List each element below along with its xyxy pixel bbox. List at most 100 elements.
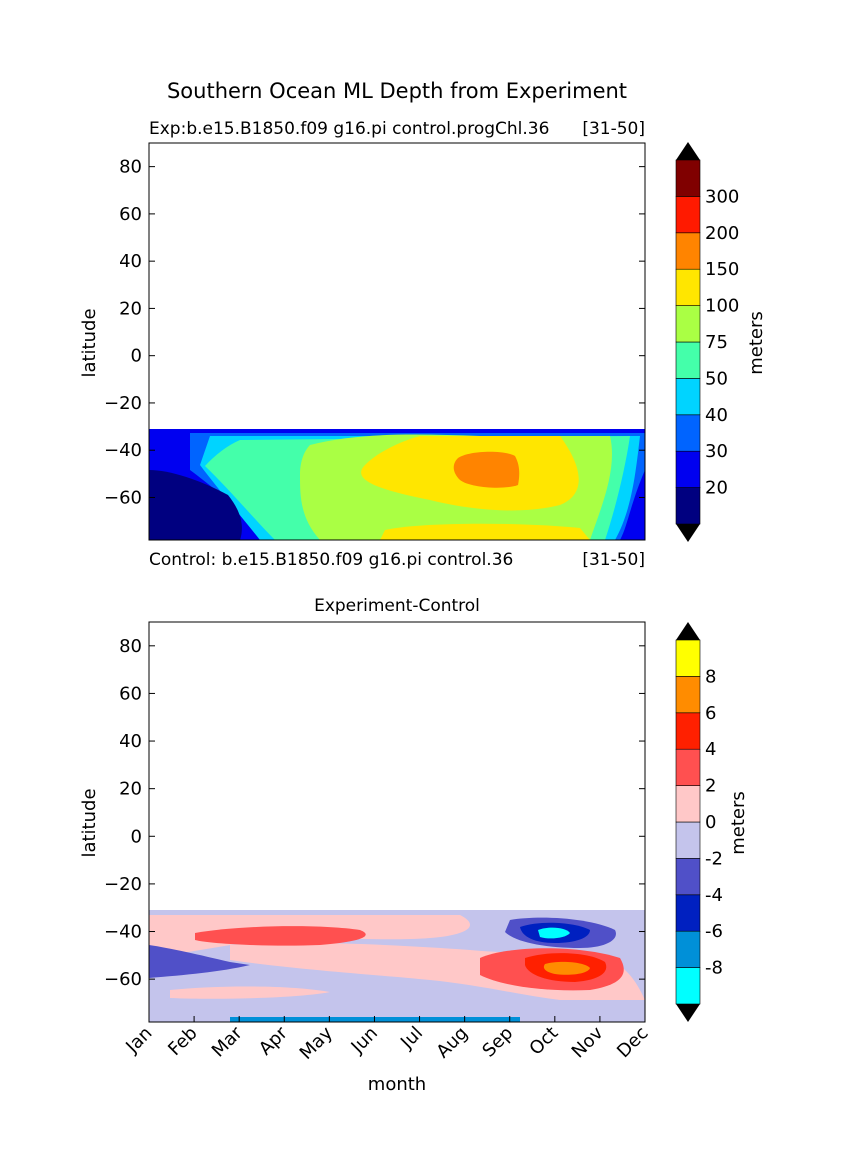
top-band-lvl0 [149, 470, 242, 540]
bottom-x-axis: Jan Feb Mar Apr May Jun Jul Aug Sep Oct Nov Dec [121, 1016, 653, 1064]
bottom-colorbar-level-label: 8 [705, 666, 716, 687]
top-colorbar-swatch [675, 232, 701, 270]
bottom-colorbar-level-label: -4 [705, 885, 723, 906]
bottom-colorbar: -8 -6 -4 -2 0 2 4 6 8 [675, 622, 723, 1022]
top-ytick-label: 20 [119, 298, 142, 319]
top-subtitle-left: Exp:b.e15.B1850.f09 g16.pi control.progC… [149, 119, 549, 139]
top-colorbar-swatch [675, 196, 701, 234]
bottom-colorbar-level-label: 6 [705, 703, 716, 724]
bottom-colorbar-swatch [675, 748, 701, 786]
top-plot-area [148, 142, 646, 541]
bottom-xtick-label: Mar [208, 1022, 247, 1061]
bottom-xtick-label: Dec [613, 1023, 652, 1062]
top-subtitle-right: [31-50] [582, 119, 645, 139]
top-band-lvl1-north [149, 429, 645, 433]
top-colorbar-swatch [675, 341, 701, 379]
top-ytick-label: −60 [104, 487, 142, 508]
bottom-colorbar-level-label: 2 [705, 776, 716, 797]
bottom-colorbar-swatch [675, 712, 701, 750]
top-contour-field [149, 429, 645, 540]
bottom-ytick-label: 0 [131, 826, 142, 847]
bottom-ytick-label: 60 [119, 683, 142, 704]
bottom-ytick-label: −20 [104, 874, 142, 895]
bottom-colorbar-swatch [675, 676, 701, 714]
bottom-colorbar-label: meters [728, 791, 749, 855]
bottom-colorbar-swatch [675, 785, 701, 823]
top-colorbar-swatch [675, 268, 701, 306]
x-axis-label: month [368, 1074, 426, 1095]
bottom-colorbar-swatch [675, 821, 701, 859]
top-panel: Exp:b.e15.B1850.f09 g16.pi control.progC… [79, 119, 767, 570]
bottom-xtick-label: Jul [396, 1023, 427, 1054]
top-colorbar-level-label: 50 [705, 368, 728, 389]
top-colorbar-swatch [675, 450, 701, 488]
bottom-ytick-label: 80 [119, 636, 142, 657]
top-colorbar-level-label: 75 [705, 332, 728, 353]
bottom-xtick-label: Jan [121, 1023, 156, 1058]
bottom-xtick-label: Feb [164, 1023, 201, 1060]
bottom-ytick-label: −60 [104, 969, 142, 990]
bottom-colorbar-level-label: 0 [705, 812, 716, 833]
top-colorbar-label: meters [746, 311, 767, 375]
bottom-xtick-label: Apr [255, 1022, 292, 1059]
bottom-ytick-label: −40 [104, 922, 142, 943]
top-colorbar-level-label: 40 [705, 405, 728, 426]
top-band-lvl6-south [380, 523, 590, 540]
bottom-xtick-label: May [296, 1022, 337, 1063]
bottom-colorbar-extend-max [676, 622, 700, 640]
top-ytick-label: 0 [131, 346, 142, 367]
top-ytick-label: −20 [104, 393, 142, 414]
bottom-ytick-label: 40 [119, 731, 142, 752]
top-colorbar-level-label: 100 [705, 296, 739, 317]
bottom-xtick-label: Aug [432, 1023, 472, 1063]
top-colorbar-level-label: 200 [705, 223, 739, 244]
bottom-colorbar-level-label: -2 [705, 848, 723, 869]
top-colorbar-level-label: 300 [705, 186, 739, 207]
bottom-colorbar-level-label: 4 [705, 739, 716, 760]
top-colorbar-swatch [675, 159, 701, 197]
figure-title: Southern Ocean ML Depth from Experiment [167, 79, 627, 103]
top-y-axis: 80 60 40 20 0 −20 −40 −60 [104, 157, 645, 508]
bottom-xtick-label: Sep [478, 1023, 517, 1062]
top-colorbar-level-label: 20 [705, 478, 728, 499]
bot-band-pos4 [543, 961, 590, 975]
bot-band-pos2 [195, 926, 366, 946]
bot-band-neg1 [149, 945, 250, 978]
top-colorbar-swatch [675, 378, 701, 416]
bottom-colorbar-extend-min [676, 1004, 700, 1022]
top-colorbar-extend-max [676, 142, 700, 160]
bottom-plot-area [148, 621, 646, 1023]
top-ylabel: latitude [79, 308, 100, 377]
bottom-colorbar-swatch [675, 894, 701, 932]
bottom-title: Experiment-Control [314, 596, 480, 616]
bottom-contour-field [149, 910, 645, 1022]
top-ytick-label: 60 [119, 204, 142, 225]
bottom-colorbar-swatch [675, 967, 701, 1005]
bottom-panel: Experiment-Control latitude 806040200−20… [79, 596, 749, 1095]
bottom-colorbar-swatch [675, 858, 701, 896]
top-caption-right: [31-50] [582, 550, 645, 570]
bottom-colorbar-level-label: -6 [705, 921, 723, 942]
top-ytick-label: −40 [104, 440, 142, 461]
top-colorbar-extend-min [676, 524, 700, 542]
top-band-lvl7 [453, 451, 520, 488]
bottom-colorbar-swatch [675, 639, 701, 677]
bottom-xtick-label: Nov [568, 1022, 608, 1062]
top-colorbar-level-label: 30 [705, 441, 728, 462]
bottom-colorbar-level-label: -8 [705, 958, 723, 979]
bot-band-pos1-south [170, 986, 330, 999]
bot-band-neg4 [538, 927, 570, 939]
bottom-y-axis: 80 60 40 20 0 −20 −40 −60 [104, 636, 645, 990]
top-colorbar-swatch [675, 305, 701, 343]
top-ytick-label: 40 [119, 251, 142, 272]
bottom-colorbar-swatch [675, 930, 701, 968]
top-colorbar-swatch [675, 487, 701, 525]
top-colorbar-level-label: 150 [705, 259, 739, 280]
bottom-ytick-label: 20 [119, 779, 142, 800]
top-colorbar-swatch [675, 414, 701, 452]
top-caption-left: Control: b.e15.B1850.f09 g16.pi control.… [149, 550, 513, 570]
top-colorbar: 20 30 40 50 75 100 150 200 300 [675, 142, 739, 542]
bottom-xtick-label: Jun [347, 1023, 382, 1058]
bottom-ylabel: latitude [79, 788, 100, 857]
